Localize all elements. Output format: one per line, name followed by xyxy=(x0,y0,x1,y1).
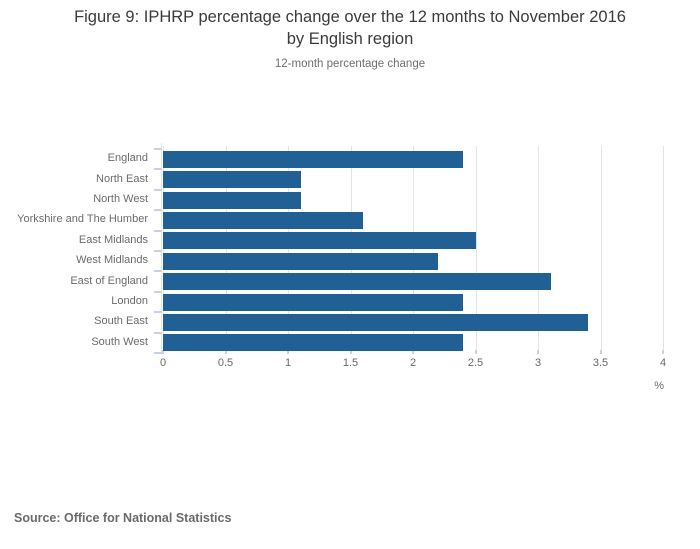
gridline xyxy=(350,146,352,353)
y-axis-tick xyxy=(154,229,162,232)
bar-yorkshire-and-the-humber xyxy=(163,211,363,229)
x-tick-label: 0 xyxy=(159,357,167,369)
category-label: East of England xyxy=(70,274,148,287)
gridline xyxy=(225,146,227,353)
y-axis-tick xyxy=(154,209,162,212)
gridline xyxy=(288,146,289,353)
bar-south-east xyxy=(163,313,588,331)
x-tick-label: 1.5 xyxy=(342,357,359,369)
category-label: East Midlands xyxy=(78,233,148,246)
category-label: North West xyxy=(93,193,148,205)
y-axis-tick xyxy=(154,311,162,314)
x-axis-tick xyxy=(162,350,164,354)
x-tick-label: 2 xyxy=(409,357,417,369)
x-tick-label: 1 xyxy=(284,357,292,369)
x-axis-tick xyxy=(412,350,414,354)
y-axis-tick xyxy=(154,290,162,293)
source-note: Source: Office for National Statistics xyxy=(14,511,232,525)
y-axis-tick xyxy=(154,250,162,252)
bar-north-east xyxy=(163,171,301,189)
category-label: North East xyxy=(96,172,148,185)
category-label: South West xyxy=(91,335,148,348)
x-axis-tick xyxy=(662,350,664,354)
gridline xyxy=(600,146,602,353)
gridline xyxy=(413,146,414,353)
y-axis-tick xyxy=(154,188,162,191)
x-axis-tick-labels: 0 0.5 1 1.5 2 2.5 3 3.5 4 xyxy=(159,357,667,371)
y-axis-tick xyxy=(154,148,162,150)
gridline xyxy=(538,146,539,353)
gridline xyxy=(475,146,477,353)
bar-east-of-england xyxy=(163,273,551,291)
gridline xyxy=(163,146,164,353)
x-tick-label: 4 xyxy=(659,357,667,369)
category-label: West Midlands xyxy=(76,254,148,267)
x-axis-tick xyxy=(349,350,352,354)
bar-england xyxy=(163,150,463,168)
x-axis-unit-label: % xyxy=(654,380,664,392)
bar-west-midlands xyxy=(163,252,438,270)
x-tick-label: 0.5 xyxy=(217,357,234,369)
x-tick-label: 2.5 xyxy=(467,357,484,369)
y-axis-labels: England North East North West Yorkshire and… xyxy=(0,149,148,353)
x-axis-tick xyxy=(474,350,477,354)
chart-title: Figure 9: IPHRP percentage change over t… xyxy=(74,8,626,48)
category-label: England xyxy=(107,152,148,165)
y-axis-line xyxy=(161,143,162,353)
plot-area xyxy=(154,143,664,354)
x-axis-tick xyxy=(287,350,289,354)
gridline xyxy=(663,146,664,353)
bar-east-midlands xyxy=(163,232,476,250)
x-axis-tick xyxy=(599,350,602,354)
y-axis-tick xyxy=(154,270,162,273)
category-label: Yorkshire and The Humber xyxy=(17,213,148,226)
category-label: South East xyxy=(94,315,148,328)
y-axis-tick xyxy=(154,352,162,354)
x-tick-label: 3.5 xyxy=(592,357,609,369)
x-tick-label: 3 xyxy=(534,357,542,369)
x-axis-tick xyxy=(224,350,227,354)
x-axis-tick xyxy=(537,350,539,354)
y-axis-tick xyxy=(154,331,162,334)
chart-subtitle: 12-month percentage change xyxy=(274,58,426,70)
bar-london xyxy=(163,293,463,311)
category-label: London xyxy=(111,295,148,307)
bar-south-west xyxy=(163,334,463,352)
bar-north-west xyxy=(163,191,301,209)
y-axis-tick xyxy=(154,168,162,171)
